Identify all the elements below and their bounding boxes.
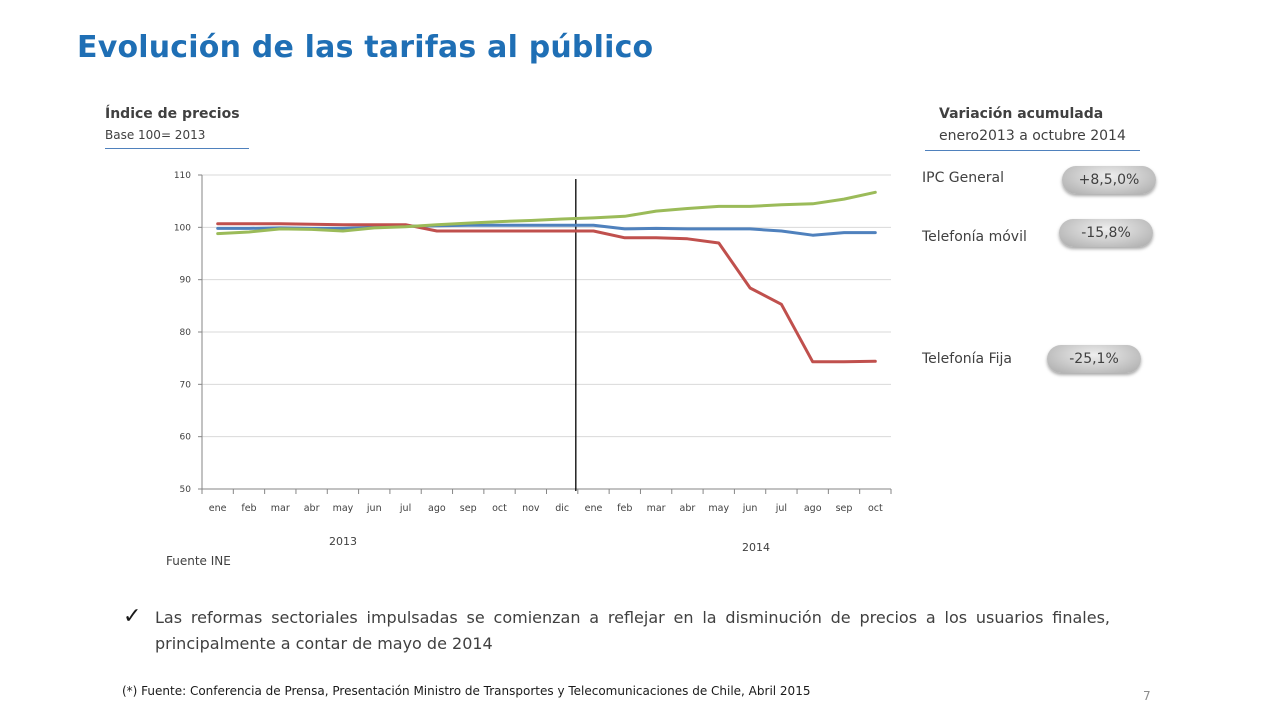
series-line-1 <box>216 222 877 364</box>
page-number: 7 <box>1143 689 1151 703</box>
y-tick-label: 60 <box>180 433 192 443</box>
x-tick-label: ene <box>585 503 603 514</box>
x-tick-label: dic <box>555 503 569 514</box>
x-tick-label: oct <box>492 503 507 514</box>
price-index-chart: 50 60 70 80 90 100 110 ene feb mar abr may jun jul ago… <box>174 171 892 554</box>
checkmark-icon: ✓ <box>123 604 142 629</box>
variation-period: enero2013 a octubre 2014 <box>939 128 1126 144</box>
source-note: Fuente INE <box>166 554 231 568</box>
y-tick-label: 90 <box>180 276 192 286</box>
x-tick-label: feb <box>241 503 256 514</box>
x-tick-label: abr <box>680 503 696 514</box>
y-tick-label: 100 <box>174 223 191 233</box>
variation-header-rule <box>925 150 1140 151</box>
variation-label-fija: Telefonía Fija <box>922 351 1012 367</box>
variation-pill-fija: -25,1% <box>1047 345 1141 373</box>
variation-pill-movil: -15,8% <box>1059 219 1153 247</box>
x-tick-label: abr <box>304 503 320 514</box>
x-tick-label: mar <box>271 503 290 514</box>
x-tick-label: ene <box>209 503 227 514</box>
x-tick-label: may <box>708 503 729 514</box>
y-tick-label: 70 <box>180 380 192 390</box>
variation-pill-ipc: +8,5,0% <box>1062 166 1156 194</box>
x-tick-label: sep <box>836 503 853 514</box>
series-line-2 <box>216 190 877 236</box>
page-title: Evolución de las tarifas al público <box>77 30 654 65</box>
index-header-rule <box>105 148 249 149</box>
x-tick-label: jun <box>742 503 758 514</box>
x-tick-label: jul <box>399 503 411 514</box>
variation-label-movil: Telefonía móvil <box>922 229 1027 245</box>
footnote: (*) Fuente: Conferencia de Prensa, Prese… <box>122 684 811 698</box>
index-header: Índice de precios <box>105 106 240 122</box>
y-tick-label: 50 <box>180 485 192 495</box>
y-tick-label: 80 <box>180 328 192 338</box>
series-line-0 <box>216 223 877 237</box>
x-tick-label: sep <box>460 503 477 514</box>
index-base-note: Base 100= 2013 <box>105 128 206 142</box>
x-tick-label: jul <box>775 503 787 514</box>
year-label-2014: 2014 <box>742 541 770 554</box>
x-tick-label: ago <box>428 503 446 514</box>
x-tick-label: jun <box>366 503 382 514</box>
y-tick-label: 110 <box>174 171 191 181</box>
year-label-2013: 2013 <box>329 535 357 548</box>
bullet-text: Las reformas sectoriales impulsadas se c… <box>155 608 1110 653</box>
variation-label-ipc: IPC General <box>922 170 1004 186</box>
x-tick-label: may <box>333 503 354 514</box>
x-tick-label: nov <box>522 503 540 514</box>
variation-header: Variación acumulada <box>939 106 1104 122</box>
x-tick-label: feb <box>617 503 632 514</box>
x-tick-label: ago <box>804 503 822 514</box>
x-tick-label: mar <box>647 503 666 514</box>
x-tick-label: oct <box>868 503 883 514</box>
